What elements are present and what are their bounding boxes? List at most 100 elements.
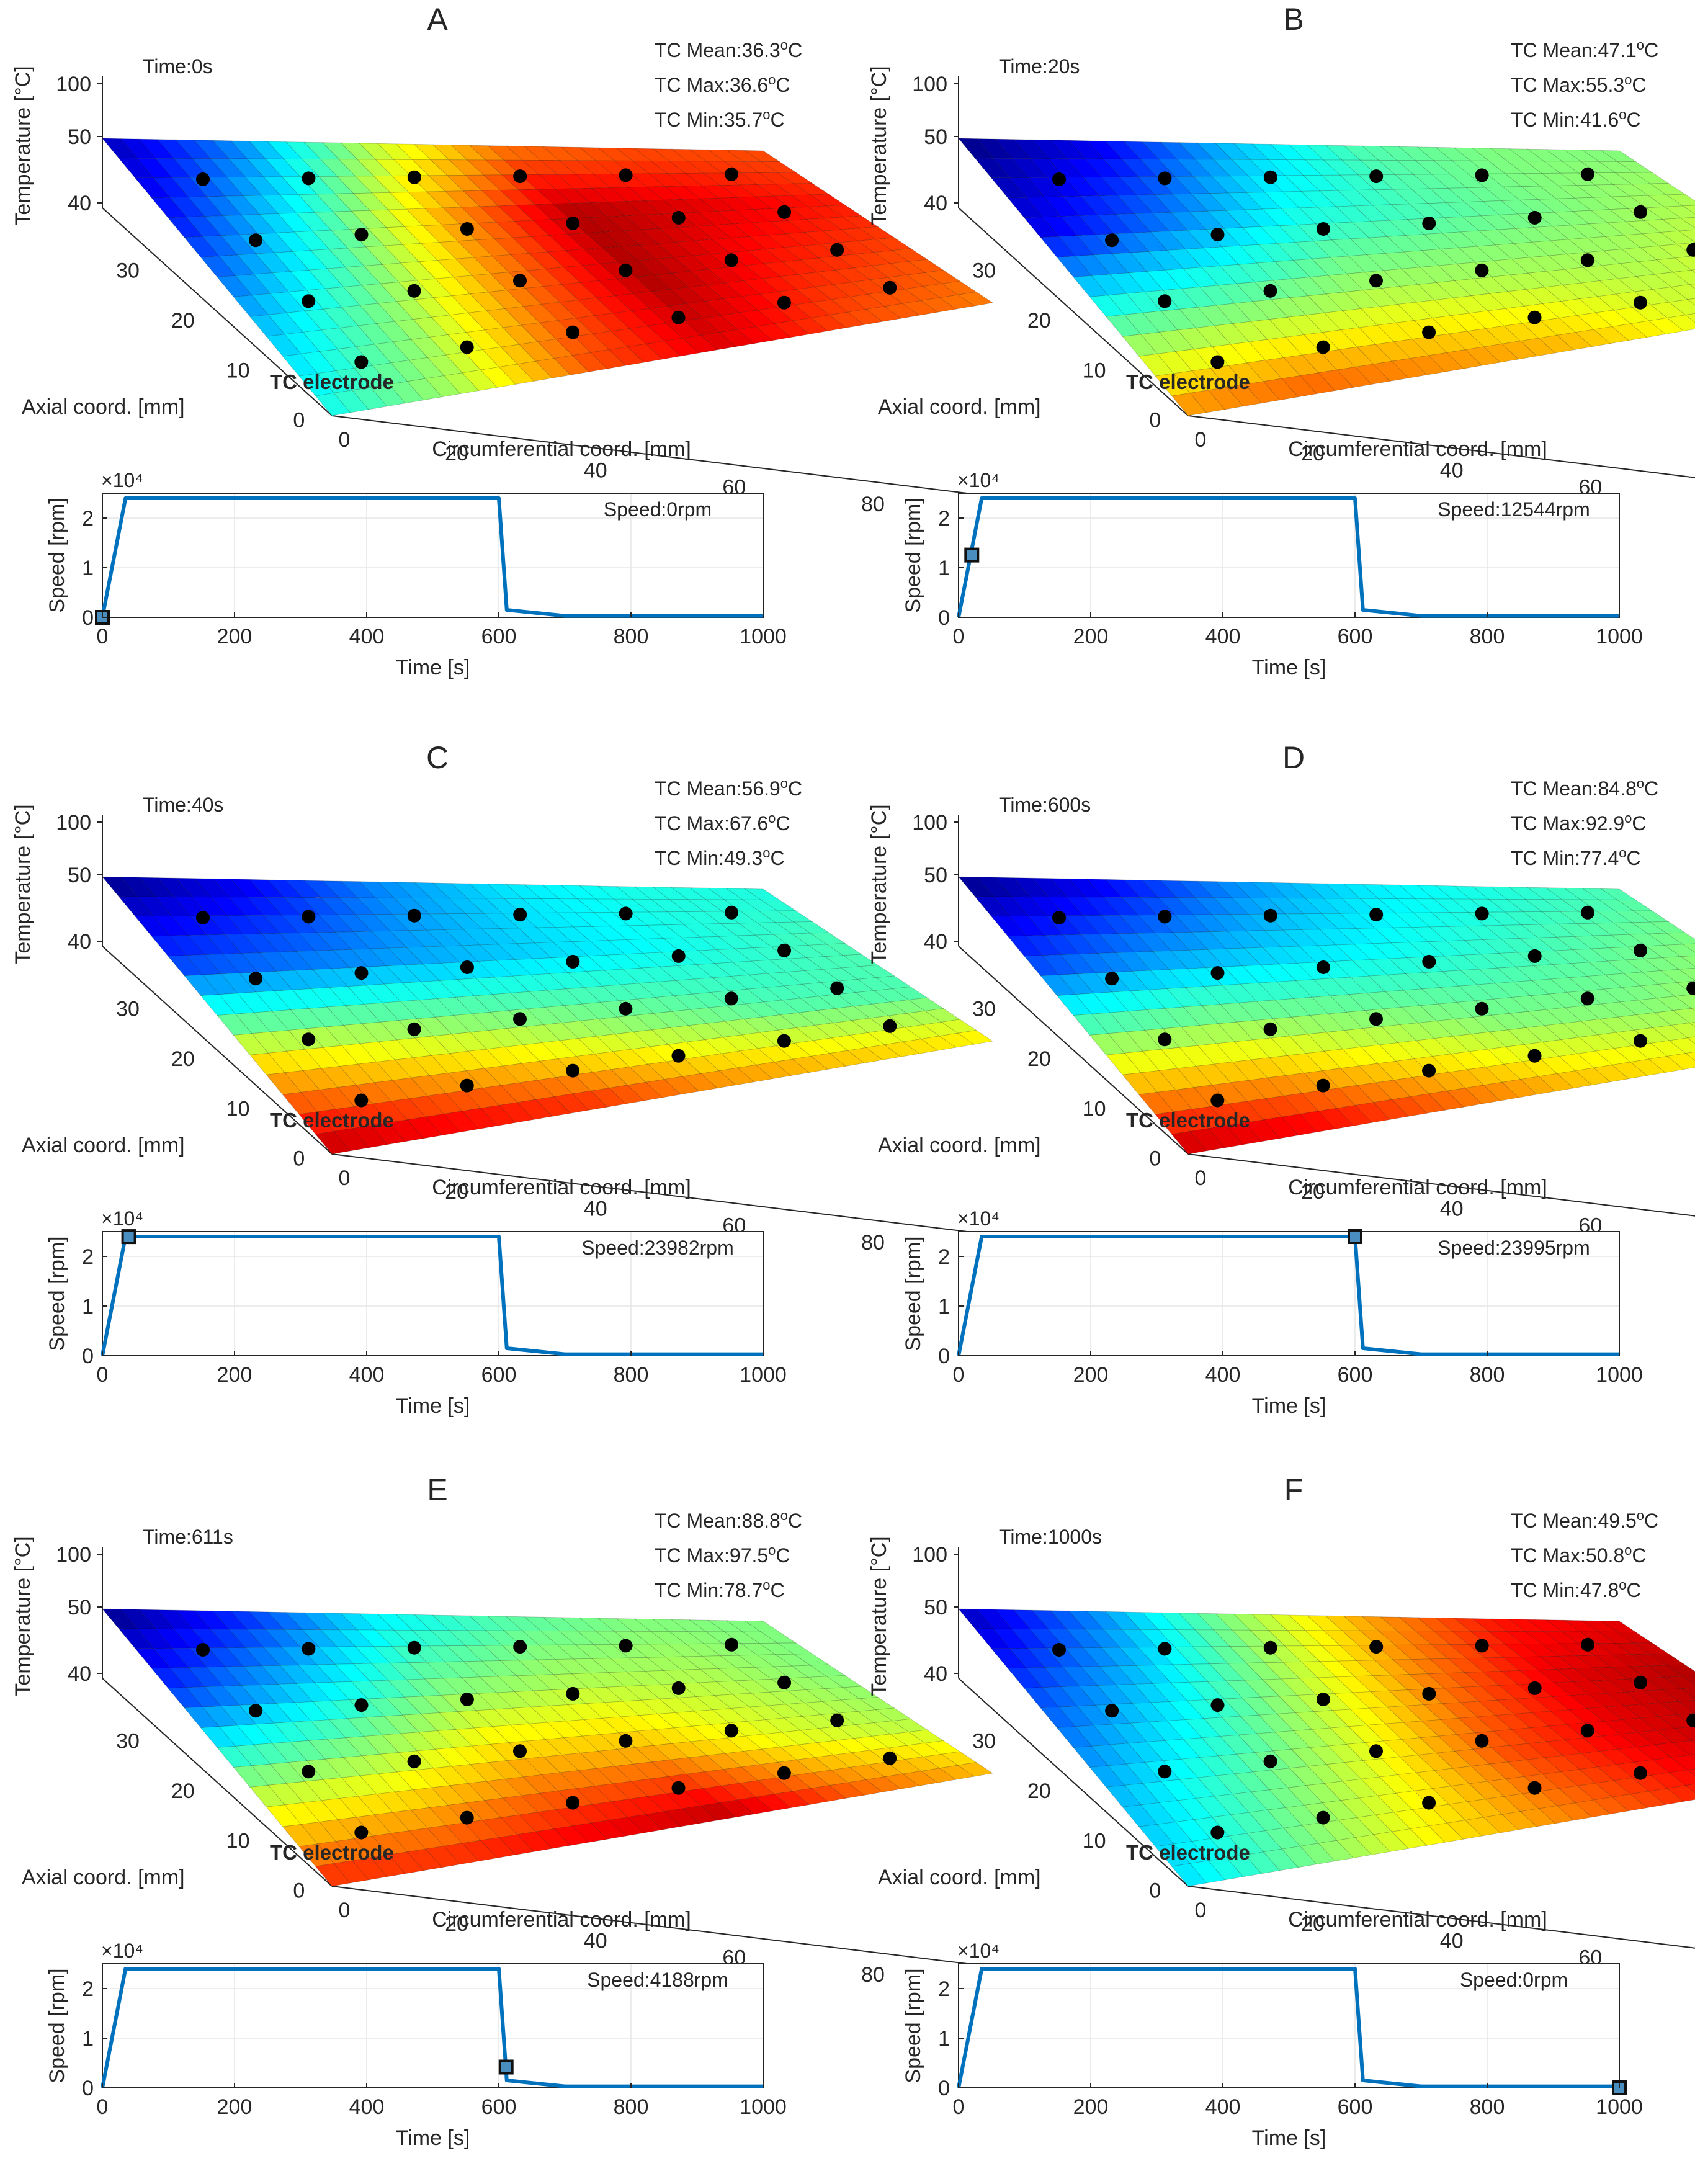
x-tick-label: 20 [1301,1912,1325,1936]
thermocouple-marker [1263,170,1277,184]
speed-x-tick-label: 400 [1205,2095,1241,2119]
thermocouple-marker [1475,906,1489,921]
surface-cell [1661,1688,1695,1702]
axial-axis-line [958,946,1189,1155]
y-axis-label: Axial coord. [mm] [22,1866,185,1889]
surface-mesh [958,138,1695,416]
y-tick-label: 30 [116,997,140,1021]
thermocouple-marker [1475,263,1489,277]
x-tick-label: 80 [861,493,885,516]
speed-x-tick-label: 800 [1470,2095,1505,2119]
speed-plot-area [102,493,763,617]
speed-x-tick-label: 1000 [740,625,787,648]
speed-marker [1348,1229,1362,1244]
thermocouple-marker [619,168,633,182]
panel-letter: A [427,2,448,37]
electrode-label: TC electrode [1126,370,1250,393]
x-axis-label: Circumferential coord. [mm] [432,1908,691,1931]
y-tick-label: 30 [116,259,140,282]
surface-cell [1691,1740,1695,1743]
y-axis-label: Axial coord. [mm] [22,395,185,419]
speed-y-tick-label: 2 [938,1245,950,1269]
speed-y-tick-label: 2 [938,507,950,530]
tc-max-label: TC Max:50.8oC [1511,1542,1647,1567]
speed-exponent-label: ×10⁴ [957,469,1000,491]
y-axis-label: Axial coord. [mm] [878,1134,1041,1157]
speed-plot-area [959,1964,1619,2088]
thermocouple-marker [883,1019,897,1033]
surface-cell [1687,1036,1695,1044]
speed-value-label: Speed:12544rpm [1438,498,1590,521]
y-axis-label: Axial coord. [mm] [878,395,1041,419]
speed-line [101,496,763,618]
speed-plot-area [959,1232,1619,1356]
surface-cell [1663,1676,1695,1689]
x-tick-label: 20 [445,1180,468,1204]
surface-cell [1682,1675,1695,1685]
speed-x-axis-label: Time [s] [1252,2126,1326,2150]
surface-cell [1689,1022,1695,1027]
speed-y-tick-label: 1 [82,2027,94,2051]
speed-plot-frame [958,1963,1620,2088]
time-label: Time:20s [999,55,1080,78]
thermocouple-marker [1422,325,1436,339]
thermocouple-marker [1475,1734,1489,1748]
surface-cell [1678,967,1695,981]
tc-mean-label: TC Mean:47.1oC [1511,37,1658,61]
speed-y-tick-label: 2 [82,1977,94,2001]
panel-letter: F [1284,1472,1304,1507]
speed-exponent-label: ×10⁴ [101,469,143,491]
tc-min-label: TC Min:78.7oC [655,1577,785,1601]
thermocouple-marker [513,274,527,288]
thermocouple-marker [671,1681,686,1695]
thermocouple-marker [1210,1698,1225,1712]
thermocouple-marker [883,280,897,295]
surface-cell [1661,956,1695,970]
thermocouple-marker [1634,943,1648,957]
speed-plot-area [959,493,1619,617]
speed-plot-frame [102,1231,764,1356]
thermocouple-marker [1105,1704,1119,1718]
speed-x-tick-label: 200 [1073,1363,1109,1387]
speed-y-tick-label: 1 [82,1295,94,1318]
speed-x-tick-label: 200 [1073,625,1109,648]
speed-x-tick-label: 600 [1338,625,1373,648]
thermocouple-marker [566,216,580,230]
z-tick-label: 50 [68,864,91,887]
thermocouple-marker [1475,1639,1489,1653]
tc-mean-label: TC Mean:84.8oC [1511,776,1658,800]
thermocouple-marker [1634,1675,1648,1689]
speed-x-tick-label: 1000 [1596,1363,1643,1387]
thermocouple-marker [725,1637,738,1652]
thermocouple-marker [1422,1686,1436,1701]
x-axis-label: Circumferential coord. [mm] [432,437,691,461]
panel-letter: B [1283,2,1304,37]
speed-y-axis-label: Speed [rpm] [45,1236,69,1351]
surface-cell [1680,955,1695,967]
z-tick-label: 100 [56,811,91,835]
time-label: Time:0s [143,55,213,78]
z-axis-label: Temperature [°C] [11,1536,35,1696]
y-tick-label: 0 [293,1147,305,1171]
thermocouple-marker [249,233,263,248]
circumferential-axis-line [1187,1886,1695,1949]
circumferential-axis-line [1187,1153,1695,1217]
x-tick-label: 40 [1440,459,1464,482]
surface-cell [1687,298,1695,306]
thermocouple-marker [1580,991,1594,1006]
thermocouple-marker [354,1093,369,1108]
thermocouple-marker [460,1810,474,1825]
x-axis-label: Circumferential coord. [mm] [1288,1176,1547,1199]
thermocouple-marker [1581,1637,1594,1652]
surface-cell [1672,1008,1695,1024]
thermocouple-marker [1686,981,1695,995]
x-tick-label: 20 [1301,442,1325,465]
thermocouple-marker [619,1734,633,1748]
thermocouple-marker [777,943,792,957]
thermocouple-marker [1263,908,1277,923]
speed-plot-d: 0 200 400 600 800 1000 0 1 2 ×10⁴ Time [s] Speed [r… [901,1207,1643,1418]
y-tick-label: 20 [1027,1779,1051,1803]
thermocouple-marker [1316,960,1330,974]
speed-line [101,1235,763,1356]
thermocouple-marker [619,906,633,921]
